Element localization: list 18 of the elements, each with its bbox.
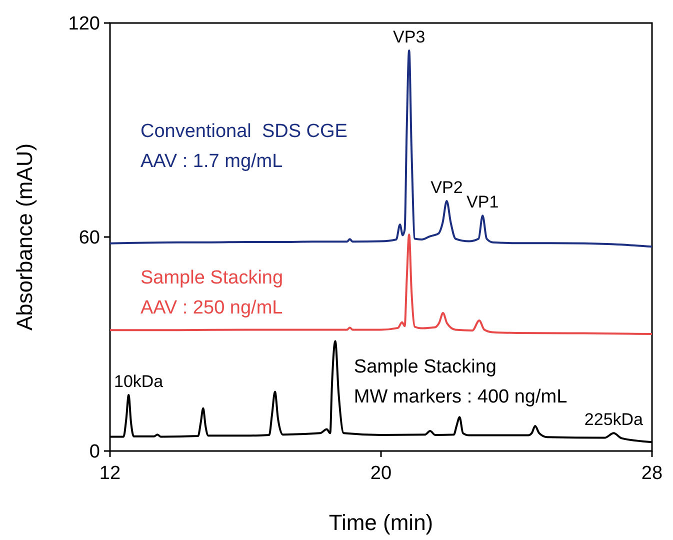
text: Conventional SDS CGE AAV : 1.7 mg/mL — [140, 121, 348, 172]
line-series — [109, 49, 653, 248]
annotation: 10kDa — [114, 372, 164, 392]
annotation: VP2 — [430, 178, 463, 197]
annotation: VP3 — [393, 27, 426, 46]
annotation: VP1 — [466, 192, 499, 212]
y-axis-title: Absorbance (mAU) — [12, 143, 37, 331]
x-tick-label: 20 — [370, 463, 392, 484]
y-tick-label: 120 — [68, 14, 100, 35]
annotation: 225kDa — [584, 410, 644, 430]
series-label: Sample Stacking MW markers : 400 ng/mL — [354, 356, 568, 408]
series-label: Sample Stacking AAV : 250 ng/mL — [140, 267, 284, 318]
x-axis-title: Time (min) — [328, 510, 434, 535]
x-tick-label: 12 — [99, 463, 121, 484]
y-tick-label: 0 — [89, 442, 100, 463]
line-series — [109, 234, 653, 336]
x-tick-label: 28 — [641, 463, 663, 484]
y-tick-label: 60 — [78, 228, 100, 249]
